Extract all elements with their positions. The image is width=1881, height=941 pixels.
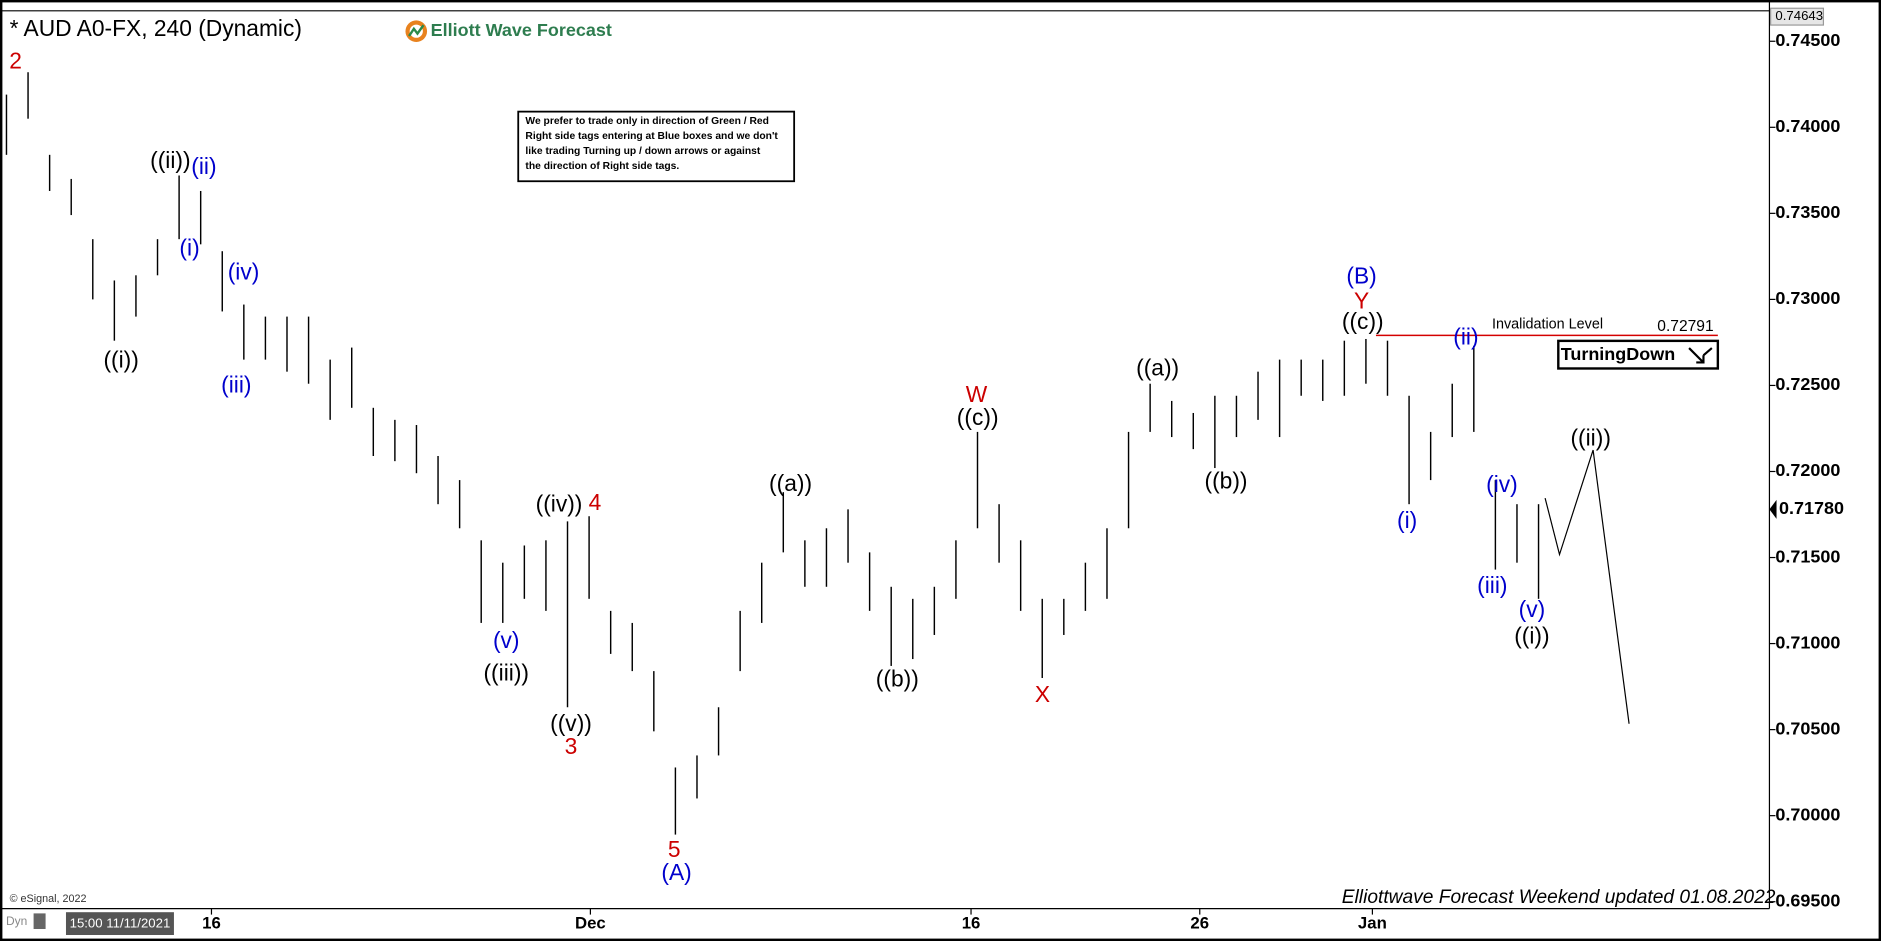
wave-label: ((v)) [550,710,592,736]
wave-label: (i) [179,235,199,261]
note-line: like trading Turning up / down arrows or… [525,146,760,157]
brand: Elliott Wave Forecast [431,20,612,40]
x-tick-label: 16 [962,914,981,933]
wave-label: (v) [493,627,520,653]
y-tick-label: 0.71500 [1775,546,1840,566]
wave-label: ((b)) [1205,468,1248,494]
mode: Dyn [6,914,27,928]
time-box [65,912,174,935]
y-tick-label: 0.72000 [1775,460,1840,480]
wave-label: (i) [1397,507,1417,533]
wave-label: (iii) [1477,572,1507,598]
wave-label: (A) [661,859,691,885]
y-tick-label: 0.69500 [1775,890,1840,910]
wave-label: ((iii)) [483,660,529,686]
y-tick-label: 0.74000 [1775,116,1840,136]
start-time: 15:00 11/11/2021 [70,916,171,931]
signal-arrow [1688,347,1713,364]
wave-label: ((c)) [957,404,999,430]
last-high-label: 0.74643 [1775,8,1823,23]
current-price-marker [1769,499,1777,519]
wave-label: ((i)) [103,346,138,372]
wave-label: 5 [668,836,681,862]
y-tick-label: 0.70500 [1775,718,1840,738]
note-line: the direction of Right side tags. [525,161,679,172]
wave-label: ((iv)) [536,490,583,516]
signal-text: TurningDown [1561,344,1676,364]
wave-label: (ii) [1453,323,1478,349]
wave-label: ((i)) [1514,622,1549,648]
wave-label: ((ii)) [1570,424,1610,450]
y-tick-label: 0.72500 [1775,374,1840,394]
wave-label: W [966,381,988,407]
y-tick-label: 0.74500 [1775,30,1840,50]
x-tick-label: Dec [575,914,606,933]
y-tick-label: 0.73000 [1775,288,1840,308]
wave-label: 4 [589,489,602,515]
chart-title: * AUD A0-FX, 240 (Dynamic) [10,15,302,41]
wave-label: (B) [1346,262,1376,288]
wave-label: (ii) [191,153,216,179]
copyright: © eSignal, 2022 [10,893,87,905]
wave-label: ((a)) [769,470,812,496]
y-tick-label: 0.70000 [1775,804,1840,824]
mode-icon [33,913,46,929]
note-line: We prefer to trade only in direction of … [525,116,768,127]
wave-label: ((b)) [876,666,919,692]
signal-box [1557,339,1720,370]
x-tick-label: 16 [202,914,221,933]
x-tick-label: Jan [1358,914,1387,933]
wave-label: (iv) [1486,471,1518,497]
invalidation-value: 0.72791 [1657,318,1713,335]
wave-label: 2 [9,47,22,73]
note-line: Right side tags entering at Blue boxes a… [525,131,778,142]
invalidation-label: Invalidation Level [1492,316,1603,332]
logo-icon [408,24,425,37]
y-tick-label: 0.73500 [1775,202,1840,222]
wave-label: (iii) [221,371,251,397]
y-tick-label: 0.71000 [1775,632,1840,652]
note: We prefer to trade only in direction of … [525,116,778,172]
note-box [517,110,796,183]
x-tick-label: 26 [1190,914,1209,933]
wave-label: Y [1354,287,1369,313]
current-price-box [1776,498,1856,521]
last-high-box [1770,7,1825,26]
footer: Elliottwave Forecast Weekend updated 01.… [1342,887,1776,908]
wave-label: X [1035,681,1050,707]
wave-label: (iv) [228,259,260,285]
wave-label: ((c)) [1342,308,1384,334]
projection-path [1544,449,1630,724]
wave-label: ((a)) [1136,355,1179,381]
wave-label: (v) [1519,596,1546,622]
current-price-label: 0.71780 [1779,498,1844,518]
wave-label: 3 [565,733,578,759]
logo: Elliott Wave Forecast [405,20,612,43]
wave-label: ((ii)) [150,147,190,173]
